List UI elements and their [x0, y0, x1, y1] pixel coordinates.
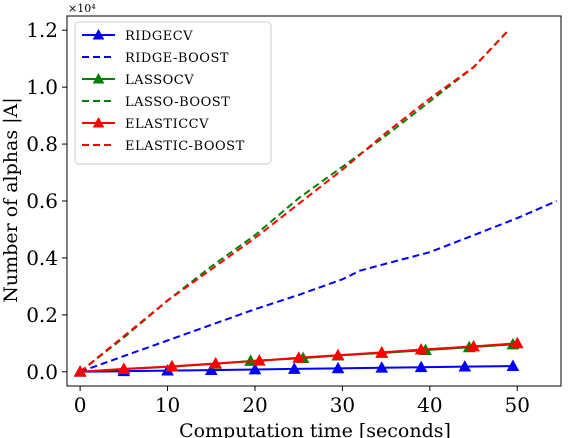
legend-label: ELASTICCV — [125, 117, 209, 132]
legend-entry: LASSO-BOOST — [82, 95, 230, 110]
data-point — [506, 359, 520, 371]
y-tick-label: 1.0 — [26, 75, 58, 99]
y-tick-label: 0.6 — [26, 189, 58, 213]
data-point — [331, 348, 345, 361]
legend-entry: ELASTIC-BOOST — [82, 139, 245, 154]
data-point — [510, 336, 524, 349]
data-point — [375, 361, 389, 373]
x-tick-label: 30 — [330, 393, 355, 417]
data-point — [414, 343, 428, 355]
legend-label: ELASTIC-BOOST — [125, 139, 245, 154]
data-point — [253, 354, 266, 366]
y-tick-label: 0.4 — [26, 246, 58, 270]
y-tick-label: 0.0 — [26, 360, 58, 384]
x-axis: 0 10 20 30 40 50 — [74, 386, 530, 417]
plot-area — [66, 15, 562, 387]
series-elastic-boost — [79, 29, 510, 373]
data-point — [414, 360, 428, 373]
data-point — [248, 362, 262, 375]
data-point — [331, 361, 345, 374]
y-axis: 0.0 0.2 0.4 0.6 0.8 1.0 1.2 — [26, 18, 67, 384]
series-elasticcv — [73, 336, 524, 377]
legend: RIDGECV RIDGE-BOOST LASSOCV LASSO-BOOST ELAS… — [74, 21, 272, 165]
data-point — [117, 362, 131, 374]
data-point — [292, 351, 306, 363]
data-point — [375, 345, 389, 358]
legend-label: LASSOCV — [125, 73, 194, 88]
y-tick-label: 1.2 — [26, 18, 58, 42]
legend-marker — [92, 28, 105, 40]
x-tick-label: 20 — [242, 393, 267, 417]
data-point — [73, 365, 87, 377]
legend-label: LASSO-BOOST — [125, 95, 230, 110]
x-axis-title: Computation time [seconds] — [179, 420, 451, 438]
data-point — [165, 359, 179, 372]
series-line-elastic-boost — [79, 29, 510, 373]
data-point — [458, 360, 472, 372]
legend-box — [74, 21, 272, 165]
y-tick-label: 0.8 — [26, 132, 58, 156]
y-axis-title: Number of alphas |A| — [0, 97, 22, 302]
legend-label: RIDGE-BOOST — [125, 51, 229, 66]
data-point — [287, 362, 301, 374]
data-point — [209, 356, 222, 369]
y-tick-label: 0.2 — [26, 303, 58, 327]
series-ridge-boost — [79, 200, 557, 373]
legend-entry: RIDGE-BOOST — [82, 51, 229, 66]
x-tick-label: 10 — [155, 393, 180, 417]
x-tick-label: 0 — [74, 393, 87, 417]
y-axis-offset-label: ×10⁴ — [68, 2, 96, 15]
legend-label: RIDGECV — [125, 29, 193, 44]
legend-marker — [92, 72, 105, 84]
legend-entry: RIDGECV — [82, 28, 193, 44]
x-tick-label: 50 — [505, 393, 530, 417]
data-point — [467, 339, 480, 352]
x-tick-label: 40 — [417, 393, 442, 417]
legend-marker — [92, 116, 105, 128]
series-line-ridge-boost — [79, 200, 557, 373]
data-point — [204, 363, 218, 375]
legend-entry: ELASTICCV — [82, 116, 209, 132]
legend-entry: LASSOCV — [82, 72, 194, 88]
